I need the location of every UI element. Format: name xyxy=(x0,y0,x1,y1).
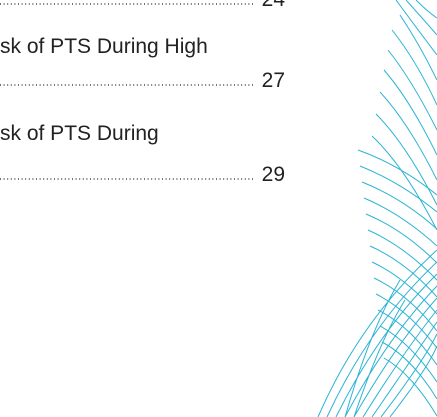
page-number: 27 xyxy=(262,69,285,92)
line-fan xyxy=(358,150,437,416)
line-fan xyxy=(372,0,437,230)
entry-title: sk of PTS During xyxy=(0,122,159,145)
line-fan xyxy=(318,250,437,417)
toc-fragment: 24 sk of PTS During High 27 sk of PTS Du… xyxy=(0,0,437,417)
page-number: 24 xyxy=(262,0,286,11)
page-number: 29 xyxy=(262,163,285,186)
page: {"toc": {"entries": [ {"page": "24"}, {"… xyxy=(0,0,437,417)
entry-title: sk of PTS During High xyxy=(0,35,208,58)
decorative-lines xyxy=(318,0,437,417)
